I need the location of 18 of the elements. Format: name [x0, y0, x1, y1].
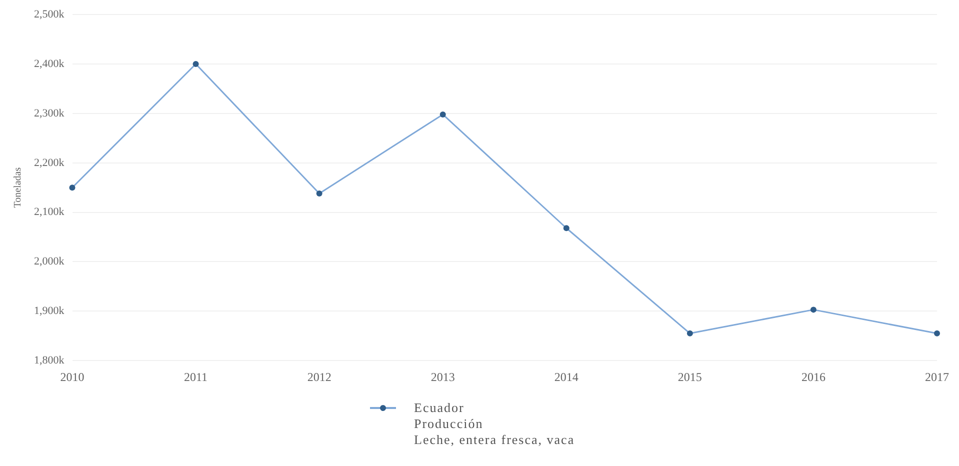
y-tick-label: 1,900k: [34, 305, 65, 318]
y-tick-label: 2,000k: [34, 256, 65, 268]
x-tick-label: 2010: [60, 370, 84, 384]
x-tick-label: 2015: [678, 370, 702, 384]
y-tick-label: 2,400k: [34, 58, 65, 70]
x-tick-label: 2014: [554, 370, 578, 384]
y-tick-label: 2,300k: [34, 107, 65, 120]
y-tick-label: 2,500k: [34, 8, 65, 20]
y-tick-label: 2,200k: [34, 156, 65, 169]
y-tick-label: 2,100k: [34, 206, 65, 218]
x-tick-label: 2017: [925, 370, 949, 384]
legend-label: Ecuador Producción Leche, entera fresca, vaca: [414, 400, 575, 448]
x-tick-label: 2011: [184, 370, 208, 384]
y-tick-label: 1,800k: [34, 354, 65, 366]
y-axis-title: Toneladas: [12, 167, 24, 208]
x-tick-label: 2012: [307, 370, 332, 384]
x-tick-label: 2013: [430, 370, 455, 384]
x-tick-label: 2016: [801, 370, 826, 384]
